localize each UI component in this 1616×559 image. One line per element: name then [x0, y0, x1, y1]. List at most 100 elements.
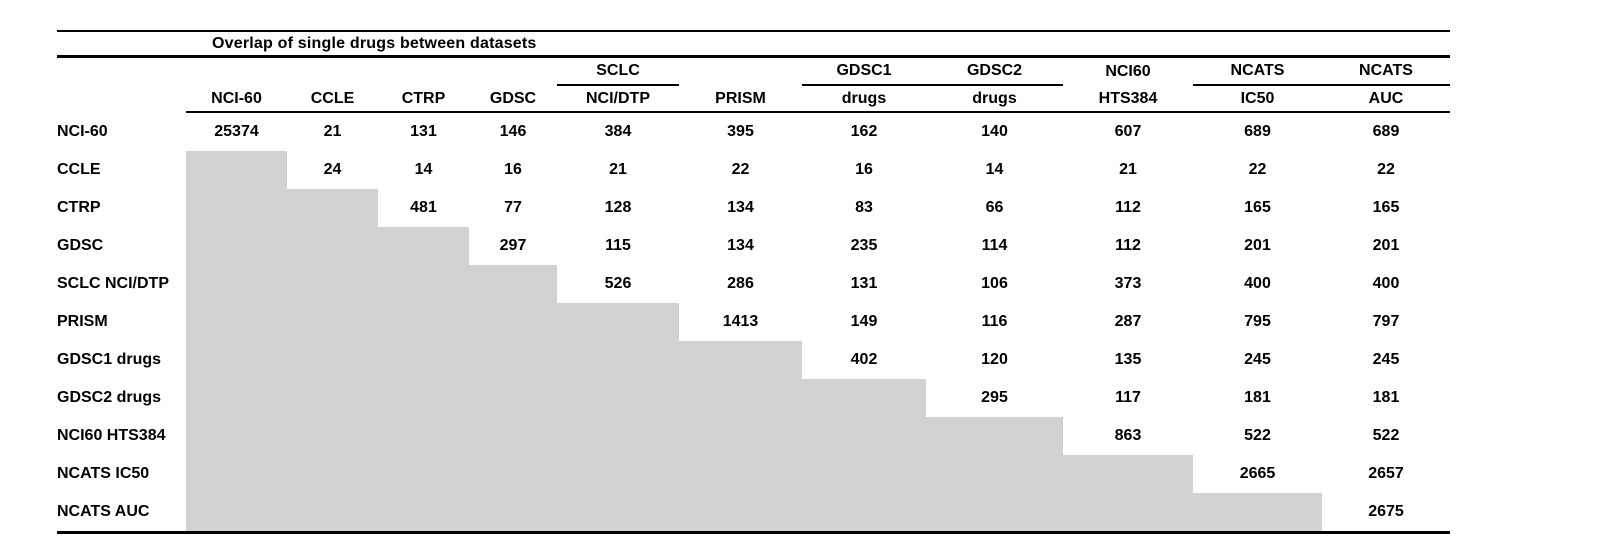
overlap-value-cell: 21 [323, 123, 342, 140]
lower-triangle-cell [469, 417, 557, 455]
header-underline-rule [186, 111, 1450, 113]
table-grid: SCLC GDSC1 GDSC2 NCI60 NCATS NCATS NCI-60 CCLE C… [57, 58, 1450, 531]
lower-triangle-cell [378, 227, 469, 265]
overlap-value-cell: 481 [410, 199, 437, 216]
overlap-value-cell: 77 [504, 199, 522, 216]
overlap-value-cell: 134 [727, 199, 754, 216]
row-label: GDSC [57, 237, 104, 254]
lower-triangle-cell [679, 493, 802, 531]
lower-triangle-cell [378, 417, 469, 455]
overlap-value-cell: 400 [1244, 275, 1271, 292]
lower-triangle-cell [1063, 493, 1193, 531]
table-title: Overlap of single drugs between datasets [212, 34, 537, 52]
lower-triangle-cell [557, 341, 679, 379]
overlap-value-cell: 14 [985, 161, 1004, 178]
overlap-value-cell: 25374 [214, 123, 259, 140]
column-header: GDSC [489, 89, 537, 107]
bottom-rule [57, 531, 1450, 534]
column-header: CTRP [401, 89, 446, 107]
lower-triangle-cell [287, 455, 378, 493]
column-header-spacer [57, 86, 186, 111]
lower-triangle-cell [186, 265, 287, 303]
overlap-value-cell: 797 [1372, 313, 1400, 330]
lower-triangle-cell [469, 379, 557, 417]
lower-triangle-cell [287, 379, 378, 417]
overlap-value-cell: 287 [1114, 313, 1142, 330]
lower-triangle-cell [926, 455, 1063, 493]
lower-triangle-cell [679, 379, 802, 417]
lower-triangle-cell [557, 417, 679, 455]
column-group-header [679, 58, 802, 86]
lower-triangle-cell [287, 341, 378, 379]
column-group-header [186, 58, 287, 86]
column-header: CCLE [310, 89, 355, 107]
lower-triangle-cell [186, 379, 287, 417]
lower-triangle-cell [186, 189, 287, 227]
overlap-value-cell: 162 [850, 123, 878, 140]
column-header: drugs [972, 89, 1017, 107]
overlap-value-cell: 22 [1377, 161, 1395, 178]
overlap-value-cell: 522 [1244, 427, 1271, 444]
lower-triangle-cell [287, 265, 378, 303]
overlap-value-cell: 201 [1244, 237, 1271, 254]
lower-triangle-cell [802, 493, 926, 531]
overlap-value-cell: 165 [1244, 199, 1271, 216]
column-group-header: NCATS [1322, 58, 1450, 86]
overlap-value-cell: 384 [604, 123, 632, 140]
overlap-value-cell: 2665 [1239, 465, 1276, 482]
row-label: PRISM [57, 313, 108, 330]
overlap-value-cell: 2675 [1368, 503, 1404, 520]
lower-triangle-cell [287, 189, 378, 227]
row-label: CTRP [57, 199, 101, 216]
lower-triangle-cell [557, 493, 679, 531]
column-header: PRISM [715, 89, 766, 107]
column-header: IC50 [1240, 89, 1275, 107]
overlap-value-cell: 689 [1244, 123, 1271, 140]
overlap-value-cell: 22 [1248, 161, 1267, 178]
overlap-value-cell: 83 [855, 199, 873, 216]
row-label: SCLC NCI/DTP [57, 275, 169, 292]
column-group-header [287, 58, 378, 86]
overlap-value-cell: 235 [850, 237, 878, 254]
lower-triangle-cell [679, 455, 802, 493]
overlap-value-cell: 134 [727, 237, 754, 254]
lower-triangle-cell [679, 341, 802, 379]
overlap-value-cell: 286 [727, 275, 754, 292]
lower-triangle-cell [378, 303, 469, 341]
overlap-value-cell: 607 [1114, 123, 1142, 140]
row-label: GDSC1 drugs [57, 351, 162, 368]
overlap-value-cell: 115 [605, 237, 631, 254]
overlap-value-cell: 131 [410, 123, 437, 140]
overlap-value-cell: 863 [1114, 427, 1142, 444]
table-title-row: Overlap of single drugs between datasets [57, 32, 1450, 55]
overlap-value-cell: 21 [609, 161, 627, 178]
lower-triangle-cell [469, 341, 557, 379]
column-header: HTS384 [1098, 89, 1158, 107]
overlap-value-cell: 373 [1114, 275, 1142, 292]
lower-triangle-cell [287, 417, 378, 455]
overlap-value-cell: 795 [1244, 313, 1271, 330]
row-label: NCATS IC50 [57, 465, 150, 482]
column-header: NCI/DTP [586, 89, 650, 107]
overlap-value-cell: 165 [1372, 199, 1400, 216]
overlap-value-cell: 24 [323, 161, 342, 178]
column-header: drugs [841, 89, 887, 107]
overlap-value-cell: 400 [1372, 275, 1400, 292]
row-label: NCI60 HTS384 [57, 427, 166, 444]
overlap-value-cell: 181 [1372, 389, 1400, 406]
top-rule [57, 30, 1450, 32]
lower-triangle-cell [186, 303, 287, 341]
lower-triangle-cell [186, 227, 287, 265]
lower-triangle-cell [378, 493, 469, 531]
overlap-value-cell: 149 [850, 313, 878, 330]
lower-triangle-cell [802, 455, 926, 493]
column-group-header: SCLC [557, 58, 679, 86]
column-group-header: GDSC2 [926, 58, 1063, 86]
overlap-value-cell: 395 [727, 123, 754, 140]
column-group-header [378, 58, 469, 86]
overlap-value-cell: 245 [1372, 351, 1400, 368]
overlap-value-cell: 245 [1244, 351, 1271, 368]
overlap-value-cell: 526 [604, 275, 632, 292]
lower-triangle-cell [186, 341, 287, 379]
